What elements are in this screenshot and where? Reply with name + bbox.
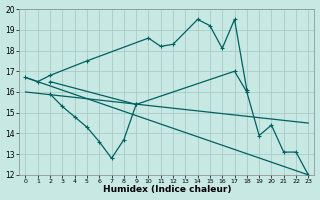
X-axis label: Humidex (Indice chaleur): Humidex (Indice chaleur) [103, 185, 231, 194]
